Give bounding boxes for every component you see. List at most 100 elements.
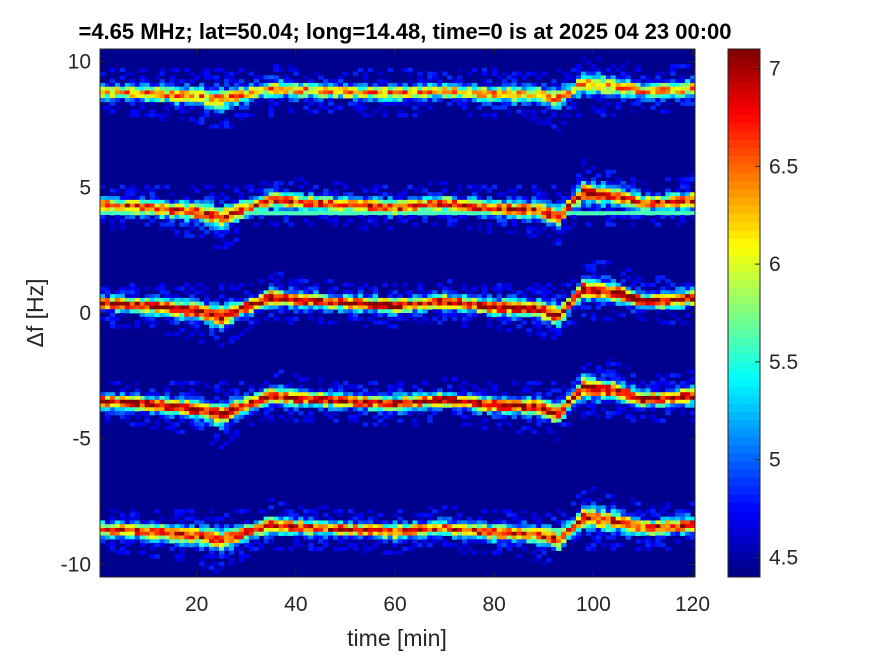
- heatmap-cell: [585, 531, 592, 536]
- heatmap-cell: [531, 71, 537, 76]
- heatmap-cell: [283, 188, 289, 193]
- heatmap-cell: [253, 86, 260, 91]
- heatmap-cell: [546, 524, 552, 529]
- heatmap-cell: [630, 94, 636, 99]
- heatmap-cell: [481, 113, 488, 118]
- heatmap-cell: [685, 524, 691, 529]
- heatmap-cell: [466, 294, 473, 299]
- heatmap-cell: [273, 75, 279, 80]
- heatmap-cell: [159, 539, 165, 544]
- heatmap-cell: [432, 192, 438, 197]
- heatmap-cell: [576, 516, 582, 521]
- heatmap-cell: [243, 554, 250, 559]
- heatmap-cell: [471, 82, 478, 88]
- heatmap-cell: [139, 316, 146, 321]
- heatmap-cell: [144, 520, 150, 525]
- heatmap-cell: [442, 531, 448, 536]
- heatmap-cell: [328, 531, 334, 536]
- heatmap-cell: [233, 316, 240, 321]
- heatmap-cell: [248, 411, 255, 416]
- heatmap-cell: [605, 369, 612, 374]
- heatmap-cell: [283, 501, 289, 506]
- heatmap-cell: [248, 207, 255, 212]
- heatmap-cell: [630, 388, 636, 393]
- heatmap-cell: [214, 218, 220, 223]
- heatmap-cell: [129, 71, 136, 76]
- heatmap-cell: [283, 86, 289, 91]
- heatmap-cell: [323, 199, 329, 205]
- heatmap-cell: [685, 282, 691, 287]
- heatmap-cell: [308, 309, 314, 314]
- heatmap-cell: [204, 407, 210, 412]
- heatmap-cell: [253, 403, 260, 408]
- heatmap-cell: [640, 199, 646, 205]
- heatmap-cell: [214, 328, 220, 333]
- heatmap-cell: [273, 395, 279, 401]
- heatmap-cell: [412, 316, 418, 321]
- heatmap-cell: [209, 550, 215, 555]
- heatmap-cell: [655, 71, 661, 76]
- heatmap-cell: [109, 399, 116, 404]
- heatmap-cell: [293, 395, 299, 401]
- heatmap-cell: [645, 290, 651, 295]
- heatmap-cell: [526, 426, 532, 431]
- heatmap-cell: [461, 550, 468, 555]
- heatmap-cell: [154, 113, 160, 118]
- heatmap-cell: [466, 516, 473, 521]
- heatmap-cell: [199, 309, 205, 314]
- heatmap-cell: [100, 403, 106, 408]
- heatmap-cell: [114, 316, 121, 321]
- heatmap-cell: [690, 98, 696, 103]
- heatmap-cell: [417, 527, 423, 533]
- heatmap-cell: [595, 305, 602, 310]
- heatmap-cell: [313, 297, 319, 303]
- heatmap-cell: [635, 407, 641, 412]
- heatmap-cell: [308, 509, 314, 514]
- heatmap-cell: [352, 392, 359, 397]
- heatmap-cell: [600, 282, 607, 287]
- heatmap-cell: [417, 531, 423, 536]
- heatmap-cell: [680, 90, 686, 95]
- heatmap-cell: [223, 328, 230, 333]
- heatmap-cell: [209, 411, 215, 416]
- heatmap-cell: [516, 203, 522, 208]
- heatmap-cell: [610, 501, 617, 506]
- heatmap-cell: [546, 301, 552, 306]
- heatmap-cell: [104, 90, 111, 95]
- heatmap-cell: [223, 124, 230, 129]
- heatmap-cell: [228, 550, 235, 555]
- heatmap-cell: [437, 181, 443, 186]
- heatmap-cell: [476, 524, 483, 529]
- heatmap-cell: [342, 90, 349, 95]
- heatmap-cell: [223, 309, 230, 314]
- heatmap-cell: [328, 109, 334, 114]
- heatmap-cell: [452, 82, 458, 88]
- heatmap-cell: [214, 407, 220, 412]
- heatmap-cell: [576, 67, 582, 73]
- heatmap-cell: [576, 294, 582, 299]
- heatmap-cell: [660, 531, 666, 536]
- heatmap-cell: [323, 214, 329, 220]
- heatmap-cell: [179, 316, 185, 321]
- heatmap-cell: [100, 520, 106, 525]
- heatmap-cell: [620, 290, 626, 295]
- heatmap-cell: [194, 392, 200, 397]
- heatmap-cell: [491, 550, 498, 555]
- heatmap-cell: [233, 305, 240, 310]
- heatmap-cell: [660, 196, 666, 201]
- heatmap-cell: [486, 399, 493, 404]
- heatmap-cell: [184, 86, 190, 91]
- heatmap-cell: [620, 524, 626, 529]
- heatmap-cell: [318, 527, 324, 533]
- heatmap-cell: [377, 207, 384, 212]
- heatmap-cell: [590, 535, 597, 540]
- heatmap-cell: [536, 324, 542, 329]
- heatmap-cell: [635, 524, 641, 529]
- heatmap-cell: [551, 294, 557, 299]
- heatmap-cell: [253, 196, 260, 201]
- heatmap-cell: [323, 82, 329, 88]
- heatmap-cell: [303, 301, 309, 306]
- heatmap-cell: [223, 230, 230, 235]
- heatmap-cell: [129, 203, 136, 208]
- heatmap-cell: [580, 516, 587, 521]
